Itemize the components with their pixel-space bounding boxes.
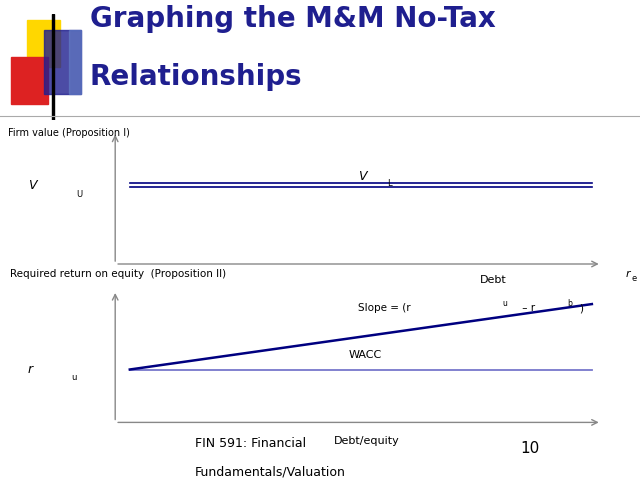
Text: WACC: WACC [349,350,382,360]
Text: Debt: Debt [480,275,507,285]
Bar [28,20,61,67]
Bar [52,14,54,120]
Text: r: r [28,363,33,376]
Text: V: V [28,179,36,192]
Text: b: b [568,299,572,308]
Text: FIN 591: Financial: FIN 591: Financial [195,437,306,450]
Text: – r: – r [519,303,535,313]
Text: u: u [72,373,77,383]
Text: V: V [358,170,367,183]
Text: Fundamentals/Valuation: Fundamentals/Valuation [195,466,346,479]
Text: Debt/equity: Debt/equity [334,436,400,446]
Text: r: r [626,269,630,278]
Text: Relationships: Relationships [90,63,302,91]
Text: Graphing the M&M No-Tax: Graphing the M&M No-Tax [90,5,495,33]
Text: Firm value (Proposition I): Firm value (Proposition I) [8,128,130,138]
Bar [10,57,48,104]
Text: 10: 10 [520,441,540,456]
Text: ): ) [580,303,584,313]
Text: L: L [388,179,392,188]
Bar [69,30,81,94]
Text: U: U [76,190,83,199]
Text: u: u [502,299,507,308]
Bar [44,30,81,94]
Text: Required return on equity  (Proposition II): Required return on equity (Proposition I… [10,269,226,278]
Text: e: e [632,274,637,283]
Text: Slope = (r: Slope = (r [358,303,411,313]
